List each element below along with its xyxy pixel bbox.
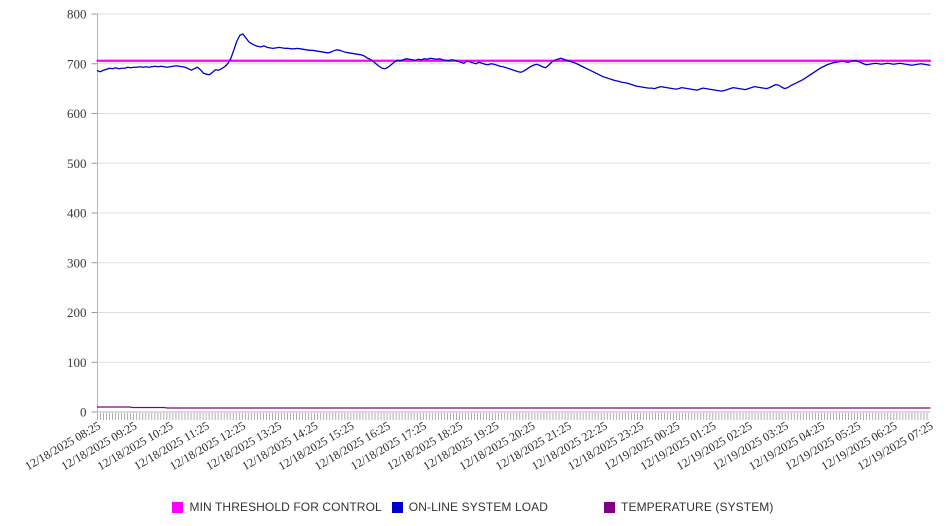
- legend-label: MIN THRESHOLD FOR CONTROL: [189, 500, 382, 514]
- legend-swatch-icon: [391, 501, 403, 513]
- y-tick-label: 700: [67, 56, 87, 71]
- legend-item[interactable]: TEMPERATURE (SYSTEM): [604, 500, 773, 514]
- chart-legend: MIN THRESHOLD FOR CONTROL ON-LINE SYSTEM …: [0, 496, 946, 518]
- y-tick-label: 300: [67, 255, 87, 270]
- data-series: [96, 33, 932, 409]
- series-line-2: [96, 33, 931, 92]
- legend-label: TEMPERATURE (SYSTEM): [621, 500, 774, 514]
- series-line-3: [96, 406, 931, 409]
- legend-item[interactable]: MIN THRESHOLD FOR CONTROL: [172, 500, 382, 514]
- y-tick-label: 200: [67, 305, 87, 320]
- gridlines: [97, 13, 930, 363]
- y-axis: 0 100 200 300 400 500 600 700 800: [67, 7, 98, 420]
- y-tick-label: 0: [80, 405, 87, 420]
- legend-swatch-icon: [172, 501, 184, 513]
- y-tick-label: 100: [67, 355, 87, 370]
- y-tick-label: 600: [67, 106, 87, 121]
- x-axis: [97, 411, 930, 420]
- y-tick-label: 500: [67, 156, 87, 171]
- legend-item[interactable]: ON-LINE SYSTEM LOAD: [391, 500, 549, 514]
- y-tick-label: 400: [67, 206, 87, 221]
- y-tick-label: 800: [67, 7, 87, 22]
- legend-label: ON-LINE SYSTEM LOAD: [408, 500, 549, 514]
- legend-swatch-icon: [604, 501, 616, 513]
